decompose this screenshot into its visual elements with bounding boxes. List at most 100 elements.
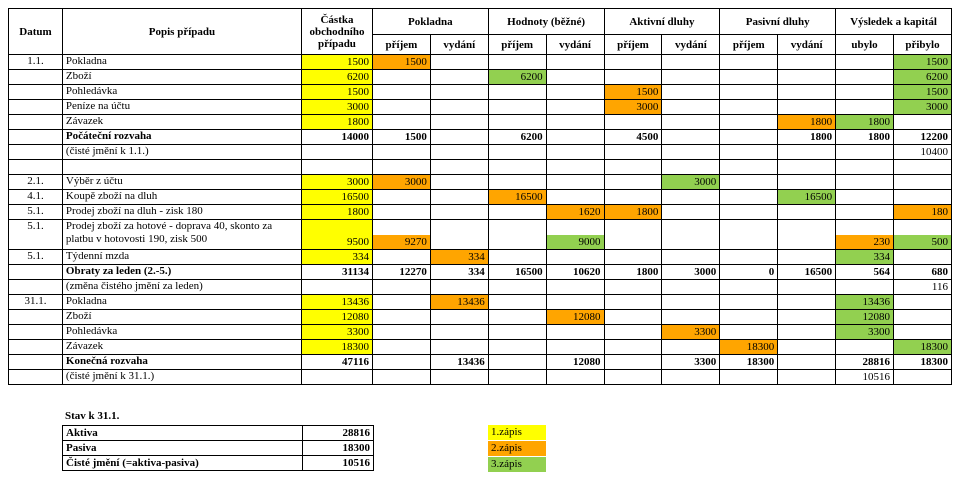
cell-datum <box>8 264 63 280</box>
cell-value <box>603 369 663 385</box>
cell-value <box>661 279 721 295</box>
cell-value: 3300 <box>661 354 721 370</box>
table-row: 5.1. Týdenní mzda 334 334 334 <box>8 249 953 265</box>
cell-value <box>429 129 489 145</box>
cell-value <box>429 114 489 130</box>
cell-value <box>487 84 547 100</box>
cell-value: 13436 <box>835 294 894 310</box>
table-row: Peníze na účtu 3000 3000 3000 <box>8 99 953 115</box>
cell-value <box>777 294 837 310</box>
cell-value <box>892 159 953 175</box>
cell-value: 1500 <box>371 54 431 70</box>
cell-value <box>301 279 373 295</box>
cell-popis: Pohledávka <box>61 84 303 100</box>
cell-value <box>487 219 547 250</box>
cell-value <box>429 84 489 100</box>
cell-value: 1800 <box>835 129 894 145</box>
cell-popis: (čisté jmění k 1.1.) <box>61 144 303 160</box>
cell-value <box>429 54 489 70</box>
cell-value <box>719 204 779 220</box>
cell-value <box>777 69 837 85</box>
cell-value <box>487 159 547 175</box>
cell-datum: 1.1. <box>8 54 63 70</box>
cell-value <box>603 309 663 325</box>
cell-value <box>301 159 373 175</box>
col-group-vysledek: Výsledek a kapitál <box>835 8 952 35</box>
cell-value <box>371 159 431 175</box>
table-row: Pohledávka 3300 3300 3300 <box>8 324 953 340</box>
cell-value <box>777 159 837 175</box>
cell-value: 3000 <box>661 174 721 190</box>
table-row: Počáteční rozvaha 14000 1500 6200 4500 1800 18… <box>8 129 953 145</box>
cell-value: 6200 <box>487 129 547 145</box>
table-row: 2.1. Výběr z účtu 3000 3000 3000 <box>8 174 953 190</box>
cell-value <box>719 174 779 190</box>
cell-value <box>545 69 605 85</box>
col-header-hodnoty-prijem: příjem <box>487 34 547 55</box>
cell-value <box>661 84 721 100</box>
cell-value <box>487 354 547 370</box>
cell-value <box>719 369 779 385</box>
cell-value <box>429 339 489 355</box>
cell-value <box>892 114 953 130</box>
cell-value <box>429 219 489 250</box>
cell-value <box>603 144 663 160</box>
summary-row: Pasiva 18300 <box>62 440 374 456</box>
cell-value: 3000 <box>371 174 431 190</box>
cell-popis <box>61 159 303 175</box>
cell-value <box>371 324 431 340</box>
cell-value: 1800 <box>301 114 373 130</box>
cell-value <box>719 309 779 325</box>
cell-value <box>371 249 431 265</box>
cell-value <box>429 69 489 85</box>
summary-label-ciste-jmeni: Čisté jmění (=aktiva-pasiva) <box>62 455 303 471</box>
cell-value <box>777 99 837 115</box>
cell-value: 6200 <box>487 69 547 85</box>
cell-value <box>661 294 721 310</box>
cell-value <box>777 324 837 340</box>
cell-value <box>719 324 779 340</box>
cell-value <box>661 114 721 130</box>
cell-value <box>371 114 431 130</box>
cell-value <box>545 279 605 295</box>
cell-value <box>545 294 605 310</box>
cell-value: 1500 <box>603 84 663 100</box>
col-header-hodnoty-vydani: vydání <box>545 34 605 55</box>
cell-popis: Zboží <box>61 309 303 325</box>
cell-value <box>545 324 605 340</box>
cell-value <box>429 279 489 295</box>
cell-value <box>371 339 431 355</box>
table-row <box>8 159 953 175</box>
cell-value <box>892 294 953 310</box>
cell-value <box>719 279 779 295</box>
cell-popis: (čisté jmění k 31.1.) <box>61 369 303 385</box>
cell-value: 1500 <box>892 84 953 100</box>
table-row: Závazek 1800 1800 1800 <box>8 114 953 130</box>
cell-value: 9500 <box>301 219 373 250</box>
cell-value <box>719 99 779 115</box>
cell-value <box>661 189 721 205</box>
cell-value: 13436 <box>429 354 489 370</box>
cell-value: 10620 <box>545 264 605 280</box>
table-row: 1.1. Pokladna 1500 1500 1500 <box>8 54 953 70</box>
cell-value <box>777 144 837 160</box>
cell-value <box>661 129 721 145</box>
cell-value <box>487 309 547 325</box>
col-header-pasivni-prijem: příjem <box>719 34 779 55</box>
cell-value <box>603 279 663 295</box>
cell-value: 12200 <box>892 129 953 145</box>
cell-value: 14000 <box>301 129 373 145</box>
cell-value <box>661 204 721 220</box>
cell-value <box>603 354 663 370</box>
col-header-pribylo: přibylo <box>892 34 953 55</box>
cell-value <box>835 144 894 160</box>
summary-value-pasiva: 18300 <box>302 440 374 456</box>
cell-popis: Týdenní mzda <box>61 249 303 265</box>
cell-value <box>603 54 663 70</box>
cell-popis: Výběr z účtu <box>61 174 303 190</box>
cell-value <box>661 144 721 160</box>
cell-value <box>777 279 837 295</box>
cell-value <box>545 339 605 355</box>
cell-datum <box>8 99 63 115</box>
